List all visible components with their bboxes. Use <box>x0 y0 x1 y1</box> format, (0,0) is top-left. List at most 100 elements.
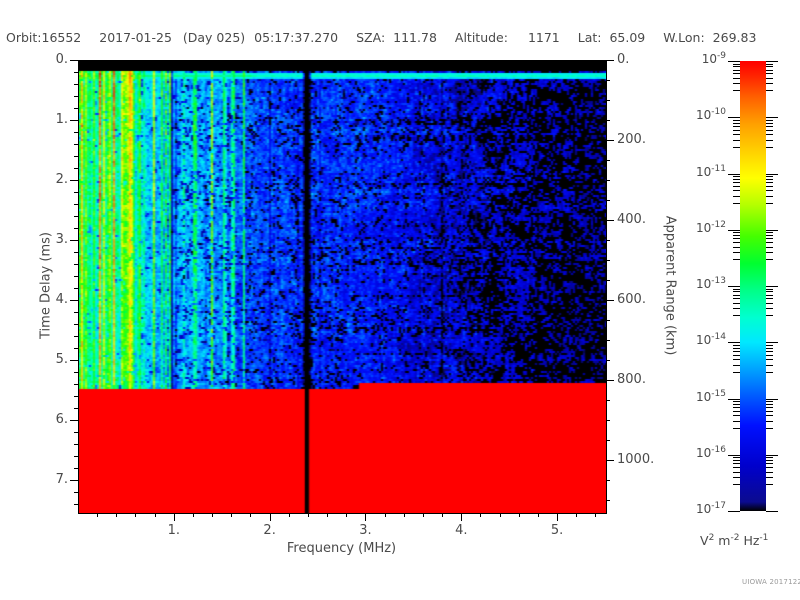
colorbar-gradient <box>740 61 766 511</box>
colorbar-minor-tick <box>766 134 773 136</box>
colorbar-minor-tick <box>766 178 773 180</box>
colorbar-minor-tick <box>766 185 773 187</box>
colorbar-minor-tick <box>766 246 773 248</box>
colorbar-minor-tick <box>733 371 740 373</box>
colorbar-minor-tick <box>733 73 740 75</box>
colorbar-mantissa: 10 <box>696 502 712 516</box>
colorbar-minor-tick <box>733 315 740 317</box>
orbit-value: 16552 <box>41 30 82 45</box>
colorbar-minor-tick <box>766 139 773 141</box>
colorbar-major-tick <box>766 286 778 287</box>
y-major-tick <box>70 359 78 361</box>
colorbar-minor-tick <box>733 302 740 304</box>
colorbar-minor-tick <box>766 471 773 473</box>
colorbar-minor-tick <box>733 294 740 296</box>
lat-value: 65.09 <box>609 30 646 45</box>
colorbar-minor-tick <box>733 238 740 240</box>
time-value: 05:17:37.270 <box>254 30 339 45</box>
sza-value: 111.78 <box>393 30 437 45</box>
colorbar-minor-tick <box>733 420 740 422</box>
colorbar-minor-tick <box>733 350 740 352</box>
colorbar-minor-tick <box>766 66 773 68</box>
colorbar-exponent: -12 <box>711 219 726 230</box>
colorbar-minor-tick <box>766 401 773 403</box>
colorbar-minor-tick <box>766 460 773 462</box>
colorbar-minor-tick <box>733 259 740 261</box>
colorbar-major-tick <box>766 454 778 456</box>
colorbar-minor-tick <box>766 364 773 366</box>
colorbar-minor-tick <box>733 407 740 409</box>
x-tick-label: 5. <box>550 523 564 538</box>
colorbar-exponent: -16 <box>711 444 726 455</box>
lat-label: Lat: <box>577 30 602 45</box>
colorbar-minor-tick <box>766 359 773 361</box>
colorbar-minor-tick <box>733 298 740 300</box>
colorbar-minor-tick <box>733 427 740 429</box>
colorbar-minor-tick <box>766 420 773 422</box>
colorbar-minor-tick <box>766 146 773 148</box>
y2-tick-label: 400. <box>617 212 646 227</box>
y-axis-title: Time Delay (ms) <box>38 232 54 339</box>
colorbar-minor-tick <box>733 252 740 254</box>
colorbar-minor-tick <box>733 401 740 403</box>
colorbar-minor-tick <box>766 125 773 127</box>
colorbar-minor-tick <box>766 347 773 349</box>
y2-tick-label: 1000. <box>617 452 655 467</box>
colorbar-minor-tick <box>733 63 740 65</box>
colorbar-minor-tick <box>733 457 740 459</box>
y2-major-tick <box>606 380 614 381</box>
y2-major-tick <box>606 460 614 461</box>
colorbar-minor-tick <box>766 371 773 373</box>
colorbar-minor-tick <box>766 63 773 65</box>
colorbar-minor-tick <box>766 195 773 197</box>
y-tick-label: 0. <box>55 52 68 67</box>
colorbar-minor-tick <box>733 83 740 85</box>
unit-hz: Hz <box>743 533 760 548</box>
colorbar-minor-tick <box>766 344 773 346</box>
wlon-value: 269.83 <box>712 30 757 45</box>
colorbar-minor-tick <box>733 347 740 349</box>
colorbar-minor-tick <box>733 146 740 148</box>
colorbar-major-tick <box>766 173 778 175</box>
colorbar-major-tick <box>728 398 740 400</box>
x-tick-label: 2. <box>263 523 276 538</box>
colorbar-minor-tick <box>766 176 773 178</box>
unit-v-exp: 2 <box>708 532 715 543</box>
x-major-tick <box>269 513 271 521</box>
colorbar-minor-tick <box>766 350 773 352</box>
colorbar-mantissa: 10 <box>696 108 712 123</box>
radargram-canvas <box>79 61 606 513</box>
colorbar-minor-tick <box>733 344 740 346</box>
y-major-tick <box>70 479 78 481</box>
colorbar-minor-tick <box>766 457 773 459</box>
colorbar-minor-tick <box>766 463 773 465</box>
colorbar-major-tick <box>728 342 740 344</box>
colorbar-minor-tick <box>766 77 773 79</box>
colorbar-minor-tick <box>733 308 740 310</box>
colorbar-minor-tick <box>733 119 740 121</box>
colorbar-minor-tick <box>766 315 773 317</box>
colorbar-mantissa: 10 <box>701 52 718 66</box>
colorbar-minor-tick <box>766 69 773 71</box>
colorbar-minor-tick <box>766 259 773 261</box>
y2-tick-label: 600. <box>617 292 646 307</box>
colorbar-minor-tick <box>766 410 773 412</box>
colorbar-minor-tick <box>766 298 773 300</box>
x-tick-label: 1. <box>167 523 181 538</box>
x-axis-title: Frequency (MHz) <box>286 541 397 556</box>
colorbar-minor-tick <box>766 354 773 356</box>
colorbar-minor-tick <box>766 467 773 469</box>
colorbar-minor-tick <box>733 235 740 237</box>
colorbar-mantissa: 10 <box>696 277 712 291</box>
colorbar-major-tick <box>766 511 778 512</box>
colorbar-minor-tick <box>766 182 773 184</box>
colorbar-mantissa: 10 <box>696 164 712 179</box>
colorbar-mantissa: 10 <box>696 445 712 460</box>
sza-label: SZA: <box>356 30 386 45</box>
colorbar-tick-label: 10-14 <box>678 333 726 348</box>
watermark: UIOWA 20171221 <box>742 578 800 586</box>
x-major-tick <box>173 513 175 521</box>
y-major-tick <box>70 419 78 421</box>
colorbar-minor-tick <box>766 202 773 204</box>
unit-m: m <box>718 533 731 548</box>
